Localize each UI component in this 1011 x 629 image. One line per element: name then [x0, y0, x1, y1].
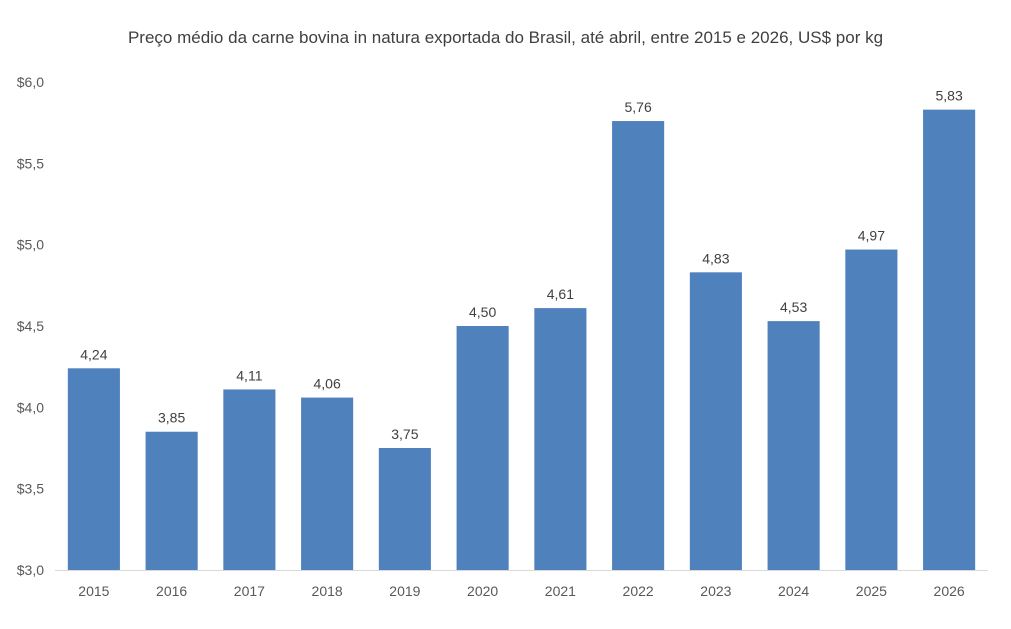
y-tick-label: $4,0	[17, 399, 44, 415]
x-tick-label: 2026	[934, 583, 965, 599]
bar-2018	[301, 397, 354, 570]
bar-2023	[689, 272, 742, 570]
bar-2026	[923, 109, 976, 571]
bar-2020	[456, 326, 509, 570]
bar-2024	[767, 321, 820, 570]
data-label-2022: 5,76	[625, 99, 652, 115]
y-tick-label: $4,5	[17, 318, 44, 334]
y-tick-label: $3,0	[17, 562, 44, 578]
data-label-2016: 3,85	[158, 410, 185, 426]
bar-2015	[67, 368, 120, 570]
x-tick-label: 2023	[700, 583, 731, 599]
data-labels-group: 4,24 3,85 4,11 4,06 3,75 4,50 4,61 5,76 4,83 4,53…	[80, 88, 963, 442]
x-tick-label: 2016	[156, 583, 187, 599]
data-label-2023: 4,83	[702, 250, 729, 266]
x-tick-label: 2020	[467, 583, 498, 599]
y-tick-label: $6,0	[17, 74, 44, 90]
bar-2016	[145, 431, 198, 570]
x-axis-ticks: 2015 2016 2017 2018 2019 2020 2021 2022 2023 2024…	[78, 583, 965, 599]
y-axis-ticks: $3,0 $3,5 $4,0 $4,5 $5,0 $5,5 $6,0	[17, 74, 44, 578]
bar-2021	[534, 308, 587, 570]
bars-group	[67, 109, 976, 571]
bar-2025	[845, 249, 898, 570]
x-tick-label: 2018	[312, 583, 343, 599]
x-tick-label: 2021	[545, 583, 576, 599]
bar-2022	[612, 121, 665, 570]
y-tick-label: $5,5	[17, 155, 44, 171]
bar-2019	[378, 448, 431, 570]
x-tick-label: 2025	[856, 583, 887, 599]
x-tick-label: 2024	[778, 583, 809, 599]
data-label-2015: 4,24	[80, 346, 107, 362]
x-tick-label: 2019	[389, 583, 420, 599]
x-tick-label: 2015	[78, 583, 109, 599]
y-tick-label: $5,0	[17, 237, 44, 253]
data-label-2019: 3,75	[391, 426, 418, 442]
data-label-2018: 4,06	[314, 376, 341, 392]
data-label-2017: 4,11	[236, 367, 262, 383]
x-tick-label: 2017	[234, 583, 265, 599]
bar-2017	[223, 389, 276, 570]
data-label-2026: 5,83	[936, 88, 963, 104]
y-tick-label: $3,5	[17, 481, 44, 497]
data-label-2024: 4,53	[780, 299, 807, 315]
data-label-2025: 4,97	[858, 228, 885, 244]
chart-title: Preço médio da carne bovina in natura ex…	[127, 28, 884, 47]
data-label-2021: 4,61	[547, 286, 574, 302]
data-label-2020: 4,50	[469, 304, 496, 320]
x-tick-label: 2022	[623, 583, 654, 599]
